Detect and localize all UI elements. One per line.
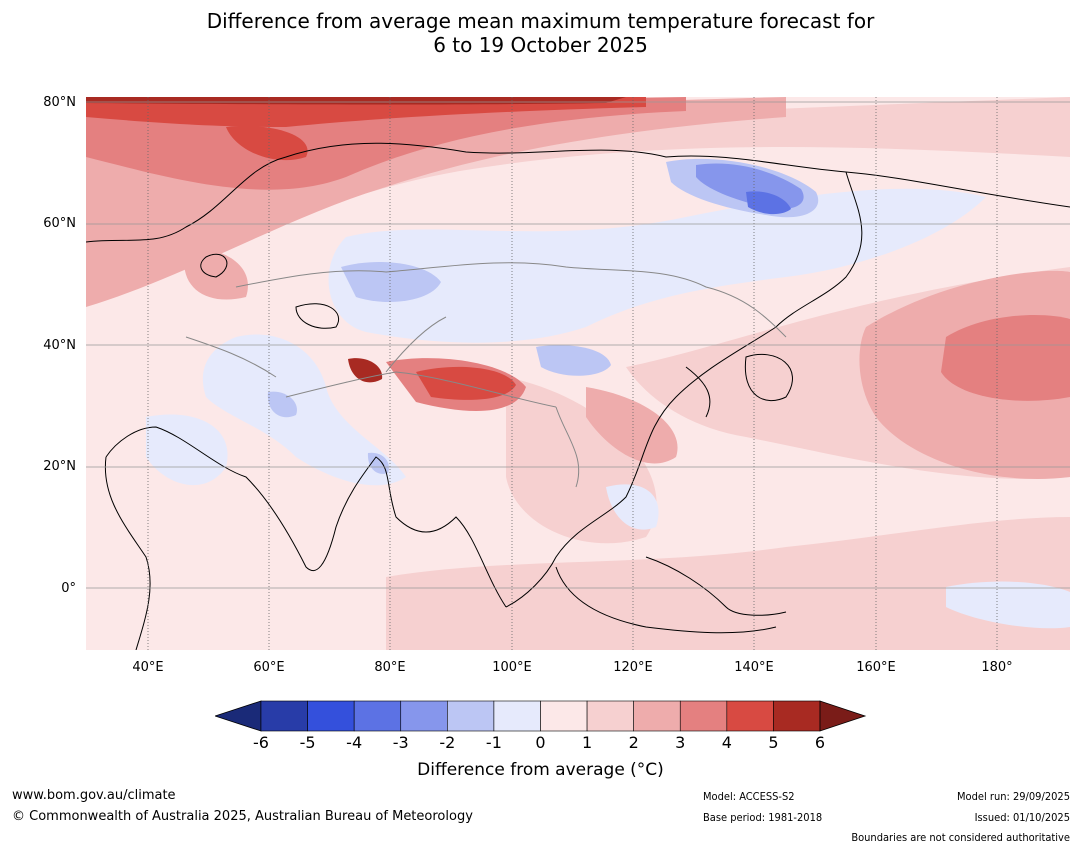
issued-date: Issued: 01/10/2025: [974, 811, 1070, 824]
colorbar-tick-label: 1: [581, 733, 593, 752]
lon-label: 180°: [981, 660, 1013, 675]
colorbar-swatch: [493, 700, 541, 732]
colorbar-swatch: [260, 700, 308, 732]
colorbar-tick-label: 5: [768, 733, 779, 752]
anomaly-region: [941, 314, 1070, 401]
colorbar-swatch: [400, 700, 448, 732]
colorbar-swatch: [586, 700, 634, 732]
map-title-line2: 6 to 19 October 2025: [433, 33, 648, 57]
anomaly-region: [146, 414, 228, 486]
lon-label: 140°E: [734, 660, 774, 675]
anomaly-region: [86, 97, 626, 105]
lon-label: 160°E: [856, 660, 896, 675]
colorbar-swatch: [353, 700, 402, 732]
lat-label: 0°: [61, 581, 76, 596]
anomaly-region: [946, 581, 1070, 629]
colorbar-swatch: [540, 700, 588, 732]
colorbar-tick-label: 4: [721, 733, 732, 752]
lat-label: 20°N: [43, 459, 76, 474]
lon-label: 60°E: [253, 660, 285, 675]
anomaly-region: [184, 247, 248, 300]
lat-label: 80°N: [43, 95, 76, 110]
anomaly-region: [367, 452, 389, 474]
colorbar-tick-label: -1: [485, 733, 502, 752]
model-run-date: Model run: 29/09/2025: [957, 790, 1070, 803]
colorbar-swatch: [726, 700, 774, 732]
latitude-lines: [86, 101, 1070, 589]
temperature-anomaly-map: [86, 97, 1070, 650]
colorbar-swatch: [307, 700, 355, 732]
colorbar-swatch: [447, 700, 495, 732]
anomaly-region: [341, 262, 441, 302]
anomaly-region: [226, 126, 308, 161]
colorbar-tick-label: -6: [253, 733, 269, 752]
coastlines: [86, 142, 1070, 650]
colorbar-tick-label: 2: [628, 733, 639, 752]
anomaly-region: [536, 345, 611, 376]
anomaly-region: [606, 484, 659, 530]
lon-label: 40°E: [132, 660, 164, 675]
colorbar: [215, 700, 867, 732]
anomaly-region: [746, 191, 791, 215]
boundaries-disclaimer: Boundaries are not considered authoritat…: [851, 831, 1070, 844]
lon-label: 80°E: [374, 660, 406, 675]
anomaly-region: [328, 188, 987, 343]
model-name: Model: ACCESS-S2: [703, 790, 795, 803]
graticule: [147, 97, 998, 650]
anomaly-region: [267, 391, 297, 418]
colorbar-tick-label: -5: [299, 733, 316, 752]
lon-label: 120°E: [613, 660, 653, 675]
anomaly-region: [86, 97, 646, 127]
base-period: Base period: 1981-2018: [703, 811, 823, 824]
anomaly-region: [386, 517, 1070, 650]
website-link[interactable]: www.bom.gov.au/climate: [12, 788, 176, 803]
colorbar-over-triangle: [819, 700, 867, 732]
colorbar-swatch: [773, 700, 821, 732]
lon-label: 100°E: [492, 660, 532, 675]
colorbar-swatch: [633, 700, 681, 732]
colorbar-tick-label: -2: [439, 733, 456, 752]
anomaly-region: [202, 334, 406, 486]
map-title-line1: Difference from average mean maximum tem…: [206, 9, 875, 33]
colorbar-tick-label: -3: [392, 733, 409, 752]
country-boundaries: [185, 262, 787, 488]
colorbar-title: Difference from average (°C): [417, 760, 664, 780]
lat-label: 40°N: [43, 338, 76, 353]
copyright-text: © Commonwealth of Australia 2025, Austra…: [12, 809, 473, 824]
colorbar-tick-label: 6: [814, 733, 826, 752]
colorbar-swatch: [679, 700, 728, 732]
anomaly-field: [86, 97, 1070, 650]
colorbar-tick-label: 3: [675, 733, 686, 752]
lat-label: 60°N: [43, 216, 76, 231]
colorbar-under-triangle: [215, 700, 262, 732]
colorbar-tick-label: -4: [346, 733, 363, 752]
anomaly-region: [586, 387, 678, 464]
colorbar-tick-label: 0: [535, 733, 546, 752]
